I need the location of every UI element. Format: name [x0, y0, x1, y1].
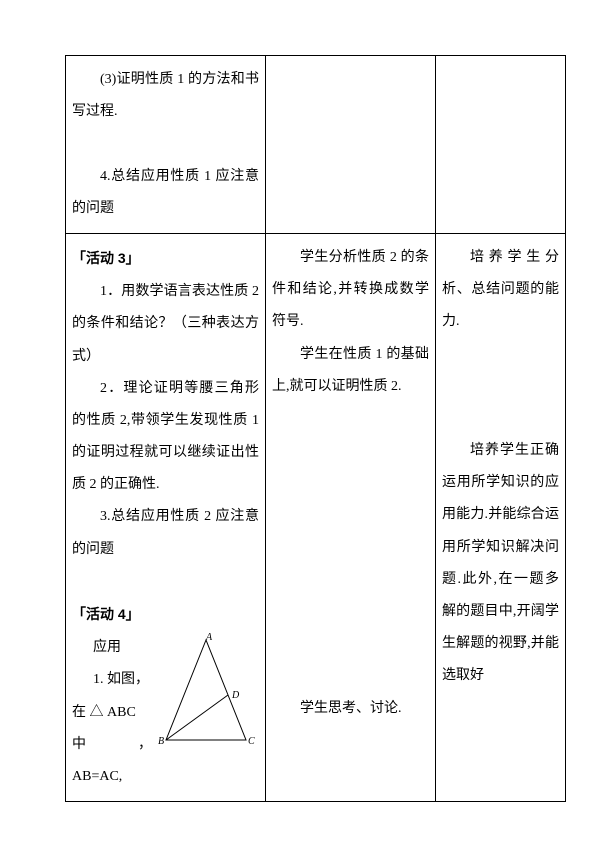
text: 学生思考、讨论. — [272, 693, 429, 725]
table-row: 「活动 3」 1．用数学语言表达性质 2 的条件和结论？（三种表达方式） 2．理… — [66, 233, 566, 801]
spacer — [272, 499, 429, 531]
text: 中 ，AB=AC, — [72, 729, 152, 793]
text: 应用 — [72, 632, 152, 664]
text: (3)证明性质 1 的方法和书写过程. — [72, 64, 259, 128]
cell-r2c2: 学生分析性质 2 的条件和结论,并转换成数学符号. 学生在性质 1 的基础上,就… — [266, 233, 436, 801]
text: 4.总结应用性质 1 应注意的问题 — [72, 161, 259, 225]
cell-r2c1: 「活动 3」 1．用数学语言表达性质 2 的条件和结论？（三种表达方式） 2．理… — [66, 233, 266, 801]
text: 培养学生分析、总结问题的能力. — [442, 242, 559, 339]
activity-label: 「活动 4」 — [72, 598, 259, 632]
spacer — [272, 564, 429, 596]
triangle-figure: A B C D — [156, 632, 256, 752]
label-d: D — [231, 690, 240, 701]
text: 3.总结应用性质 2 应注意的问题 — [72, 501, 259, 565]
page-container: (3)证明性质 1 的方法和书写过程. 4.总结应用性质 1 应注意的问题 「活… — [65, 55, 565, 802]
text: 1. 如图， — [72, 664, 152, 696]
text: 2．理论证明等腰三角形的性质 2,带领学生发现性质 1 的证明过程就可以继续证出… — [72, 373, 259, 502]
spacer — [72, 566, 259, 598]
spacer — [272, 596, 429, 628]
cell-r1c2 — [266, 56, 436, 234]
spacer — [272, 467, 429, 499]
label-a: A — [205, 632, 213, 643]
spacer — [72, 128, 259, 160]
text: 培养学生正确运用所学知识的应用能力.并能综合运用所学知识解决问题.此外,在一题多… — [442, 435, 559, 693]
spacer — [272, 532, 429, 564]
label-c: C — [248, 736, 255, 747]
lesson-table: (3)证明性质 1 的方法和书写过程. 4.总结应用性质 1 应注意的问题 「活… — [65, 55, 566, 802]
text: 1．用数学语言表达性质 2 的条件和结论？（三种表达方式） — [72, 276, 259, 373]
text: 在 △ ABC — [72, 697, 152, 729]
spacer — [272, 435, 429, 467]
activity-label: 「活动 3」 — [72, 242, 259, 276]
spacer — [272, 660, 429, 692]
cell-r1c1: (3)证明性质 1 的方法和书写过程. 4.总结应用性质 1 应注意的问题 — [66, 56, 266, 234]
triangle-svg: A B C D — [156, 632, 256, 752]
example-text: 应用 1. 如图， 在 △ ABC 中 ，AB=AC, — [72, 632, 152, 793]
example-row: 应用 1. 如图， 在 △ ABC 中 ，AB=AC, A B C D — [72, 632, 259, 793]
cell-r2c3: 培养学生分析、总结问题的能力. 培养学生正确运用所学知识的应用能力.并能综合运用… — [436, 233, 566, 801]
text: 学生分析性质 2 的条件和结论,并转换成数学符号. — [272, 242, 429, 339]
table-row: (3)证明性质 1 的方法和书写过程. 4.总结应用性质 1 应注意的问题 — [66, 56, 566, 234]
spacer — [442, 371, 559, 403]
act4-heading: 「活动 4」 — [72, 606, 140, 622]
cell-r1c3 — [436, 56, 566, 234]
act3-heading: 「活动 3」 — [72, 250, 140, 266]
spacer — [272, 628, 429, 660]
spacer — [442, 403, 559, 435]
spacer — [442, 339, 559, 371]
label-b: B — [158, 736, 164, 747]
spacer — [272, 403, 429, 435]
text: 学生在性质 1 的基础上,就可以证明性质 2. — [272, 339, 429, 403]
